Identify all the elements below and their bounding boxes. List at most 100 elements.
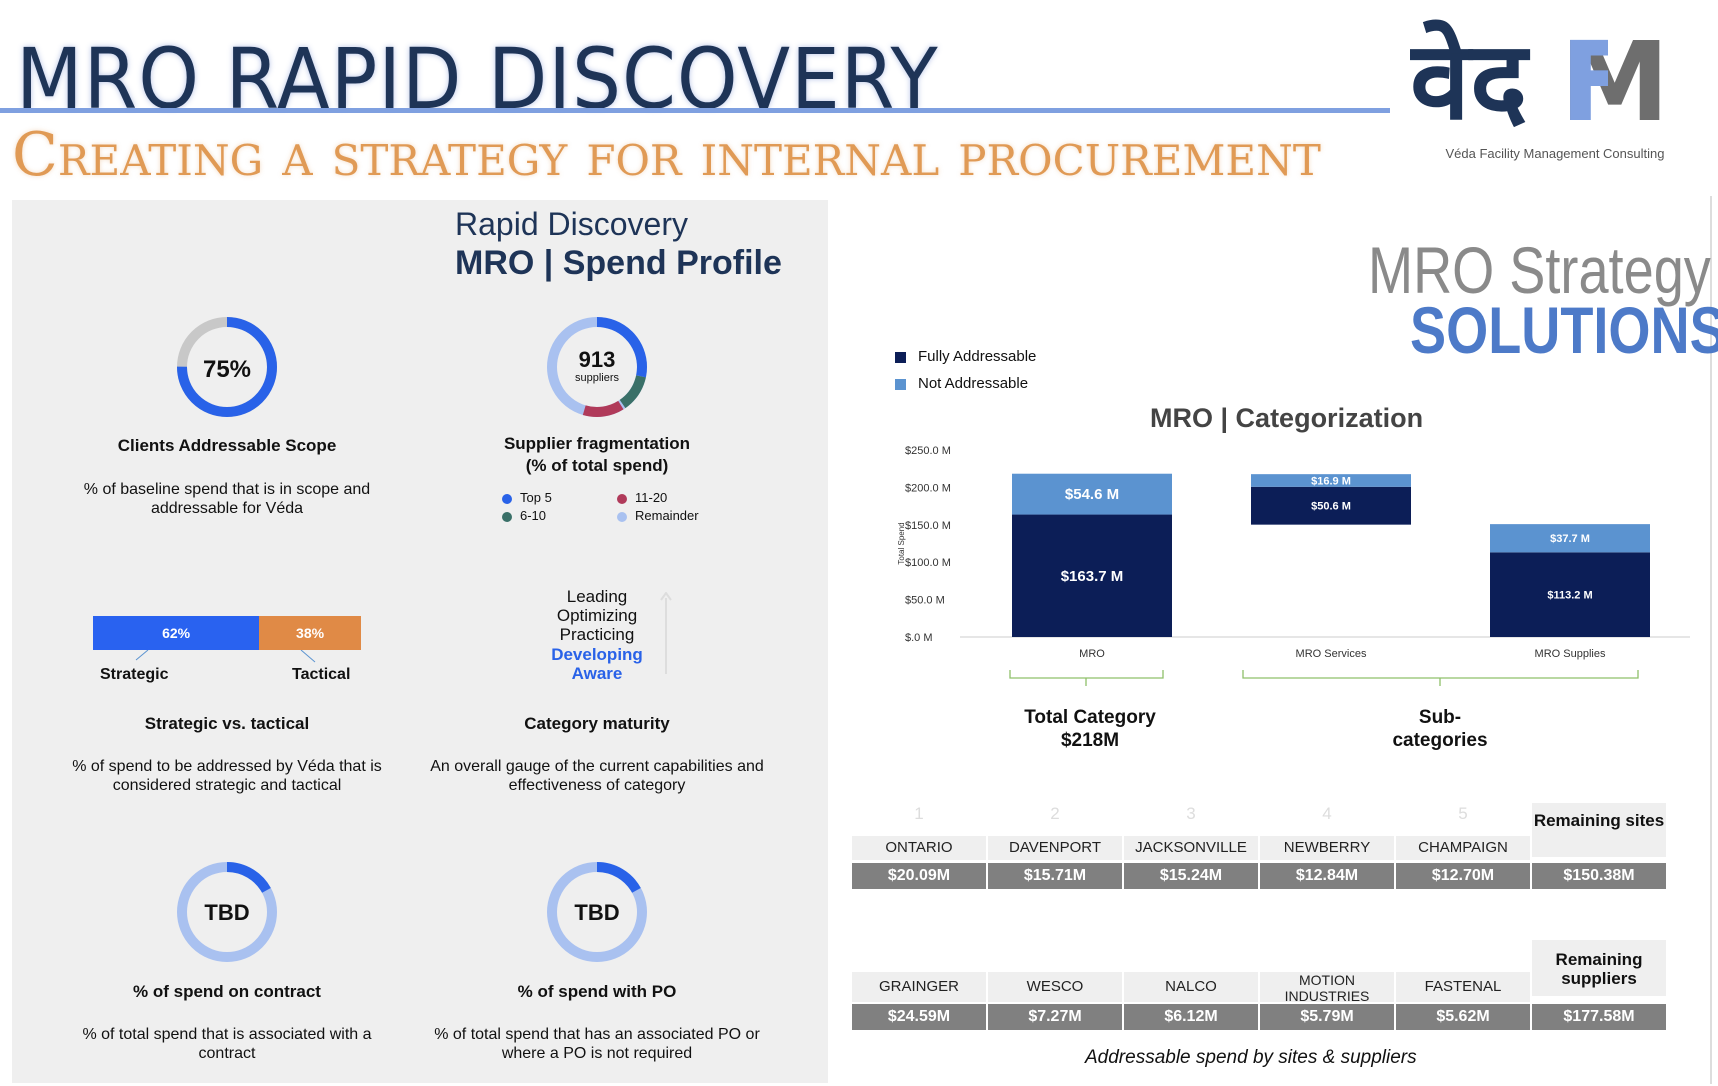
site-rank: 5	[1458, 804, 1468, 823]
site-name: DAVENPORT	[988, 836, 1122, 860]
site-rank: 1	[914, 804, 924, 823]
legend-swatch	[895, 378, 906, 390]
legend-fully-addressable: Fully Addressable	[895, 348, 1036, 365]
legend-swatch	[895, 351, 906, 363]
po-value: TBD	[574, 900, 620, 925]
svg-text:M: M	[1560, 18, 1669, 130]
addressable-scope-value: 75%	[202, 356, 252, 383]
supplier-spend: $7.27M	[988, 1004, 1122, 1030]
fragmentation-sublabel: (% of total spend)	[525, 456, 669, 475]
legend-dot	[617, 511, 627, 522]
remaining-suppliers-label: Remaining suppliers	[1532, 940, 1666, 996]
supplier-count-unit: suppliers	[574, 372, 620, 384]
site-spend: $15.24M	[1124, 863, 1258, 889]
site-rank: 2	[1050, 804, 1060, 823]
spend-profile-subtitle: MRO | Spend Profile	[455, 244, 782, 282]
supplier-name: FASTENAL	[1396, 972, 1530, 1002]
strategic-tactical-desc: % of spend to be addressed by Véda that …	[72, 758, 382, 794]
table-caption: Addressable spend by sites & suppliers	[1085, 1047, 1417, 1068]
maturity-practicing: Practicing	[559, 625, 635, 644]
legend-dot	[617, 493, 627, 504]
maturity-leading: Leading	[566, 587, 628, 606]
x-tick-label: MRO Supplies	[1535, 648, 1606, 660]
supplier-name: NALCO	[1124, 972, 1258, 1002]
supplier-spend: $5.79M	[1260, 1004, 1394, 1030]
supplier-name: WESCO	[988, 972, 1122, 1002]
site-spend: $12.84M	[1260, 863, 1394, 889]
contract-desc: % of total spend that is associated with…	[82, 1026, 372, 1062]
bar-fully-addressable	[1012, 514, 1172, 637]
site-spend: $12.70M	[1396, 863, 1530, 889]
total-category-label: Total Category	[1024, 707, 1156, 728]
legend-dot	[502, 511, 512, 522]
maturity-aware: Aware	[571, 664, 623, 683]
fragmentation-label: Supplier fragmentation	[503, 434, 691, 453]
right-panel-border	[1710, 196, 1712, 1084]
spend-profile-title: Rapid Discovery	[455, 206, 688, 242]
contract-value: TBD	[204, 900, 250, 925]
subcategories-label: Sub-	[1418, 707, 1462, 728]
site-name: NEWBERRY	[1260, 836, 1394, 860]
supplier-count: 913	[578, 347, 616, 372]
legend-dot	[502, 493, 512, 504]
po-label: % of spend with PO	[517, 982, 677, 1001]
y-tick-label: $200.0 M	[905, 482, 951, 494]
supplier-spend: $6.12M	[1124, 1004, 1258, 1030]
logo-text: वेद	[1410, 19, 1531, 130]
data-label-not-addressable: $54.6 M	[1065, 486, 1119, 503]
supplier-name: MOTION INDUSTRIES	[1260, 972, 1394, 1004]
supplier-name: GRAINGER	[852, 972, 986, 1002]
bar-not-addressable	[1251, 474, 1411, 487]
legend-remainder: Remainder	[617, 508, 699, 523]
tactical-label: Tactical	[292, 666, 351, 683]
page-subtitle: Creating a strategy for internal procure…	[12, 120, 1321, 190]
remaining-sites-spend: $150.38M	[1532, 863, 1666, 889]
bar-not-addressable	[1012, 473, 1172, 515]
y-axis-label: Total Spend	[897, 522, 906, 564]
remaining-sites-label: Remaining sites	[1532, 803, 1666, 857]
site-rank: 4	[1322, 804, 1332, 823]
data-label-fully-addressable: $50.6 M	[1311, 501, 1351, 513]
strategic-tactical-label: Strategic vs. tactical	[144, 714, 310, 733]
supplier-spend: $5.62M	[1396, 1004, 1530, 1030]
contract-label: % of spend on contract	[133, 982, 321, 1001]
supplier-fragmentation-donut	[547, 317, 647, 417]
y-tick-label: $250.0 M	[905, 445, 951, 457]
y-tick-label: $100.0 M	[905, 557, 951, 569]
data-label-fully-addressable: $113.2 M	[1547, 590, 1592, 602]
tactical-bar-segment: 38%	[259, 616, 361, 650]
legend-not-addressable: Not Addressable	[895, 375, 1028, 392]
subcategories-label-2: categories	[1392, 730, 1488, 751]
legend-top5: Top 5	[502, 490, 552, 505]
company-logo: वेद M F	[1410, 18, 1669, 130]
legend-6-10: 6-10	[502, 508, 546, 523]
contract-donut	[177, 862, 277, 962]
supplier-spend: $24.59M	[852, 1004, 986, 1030]
bar-fully-addressable	[1251, 486, 1411, 525]
data-label-fully-addressable: $163.7 M	[1061, 568, 1124, 585]
title-divider	[0, 108, 1390, 113]
po-donut	[547, 862, 647, 962]
addressable-scope-desc: % of baseline spend that is in scope and…	[83, 481, 371, 517]
solutions-title: MRO Strategy	[1368, 233, 1711, 307]
addressable-scope-label: Clients Addressable Scope	[117, 436, 337, 455]
y-tick-label: $50.0 M	[905, 595, 945, 607]
y-tick-label: $150.0 M	[905, 520, 951, 532]
page-title: MRO RAPID DISCOVERY	[16, 30, 939, 128]
data-label-not-addressable: $37.7 M	[1550, 533, 1590, 545]
remaining-suppliers-spend: $177.58M	[1532, 1004, 1666, 1030]
svg-text:F: F	[1560, 18, 1635, 130]
maturity-arrow-icon	[660, 592, 672, 674]
category-brackets	[1009, 670, 1639, 686]
site-name: ONTARIO	[852, 836, 986, 860]
site-spend: $20.09M	[852, 863, 986, 889]
maturity-optimizing: Optimizing	[556, 606, 638, 625]
site-rank: 3	[1186, 804, 1196, 823]
po-desc: % of total spend that has an associated …	[434, 1026, 760, 1062]
maturity-label: Category maturity	[524, 714, 670, 733]
site-name: CHAMPAIGN	[1396, 836, 1530, 860]
x-tick-label: MRO Services	[1296, 648, 1367, 660]
logo-caption: Véda Facility Management Consulting	[1445, 146, 1665, 161]
site-name: JACKSONVILLE	[1124, 836, 1258, 860]
solutions-subtitle: SOLUTIONS	[1410, 293, 1718, 367]
